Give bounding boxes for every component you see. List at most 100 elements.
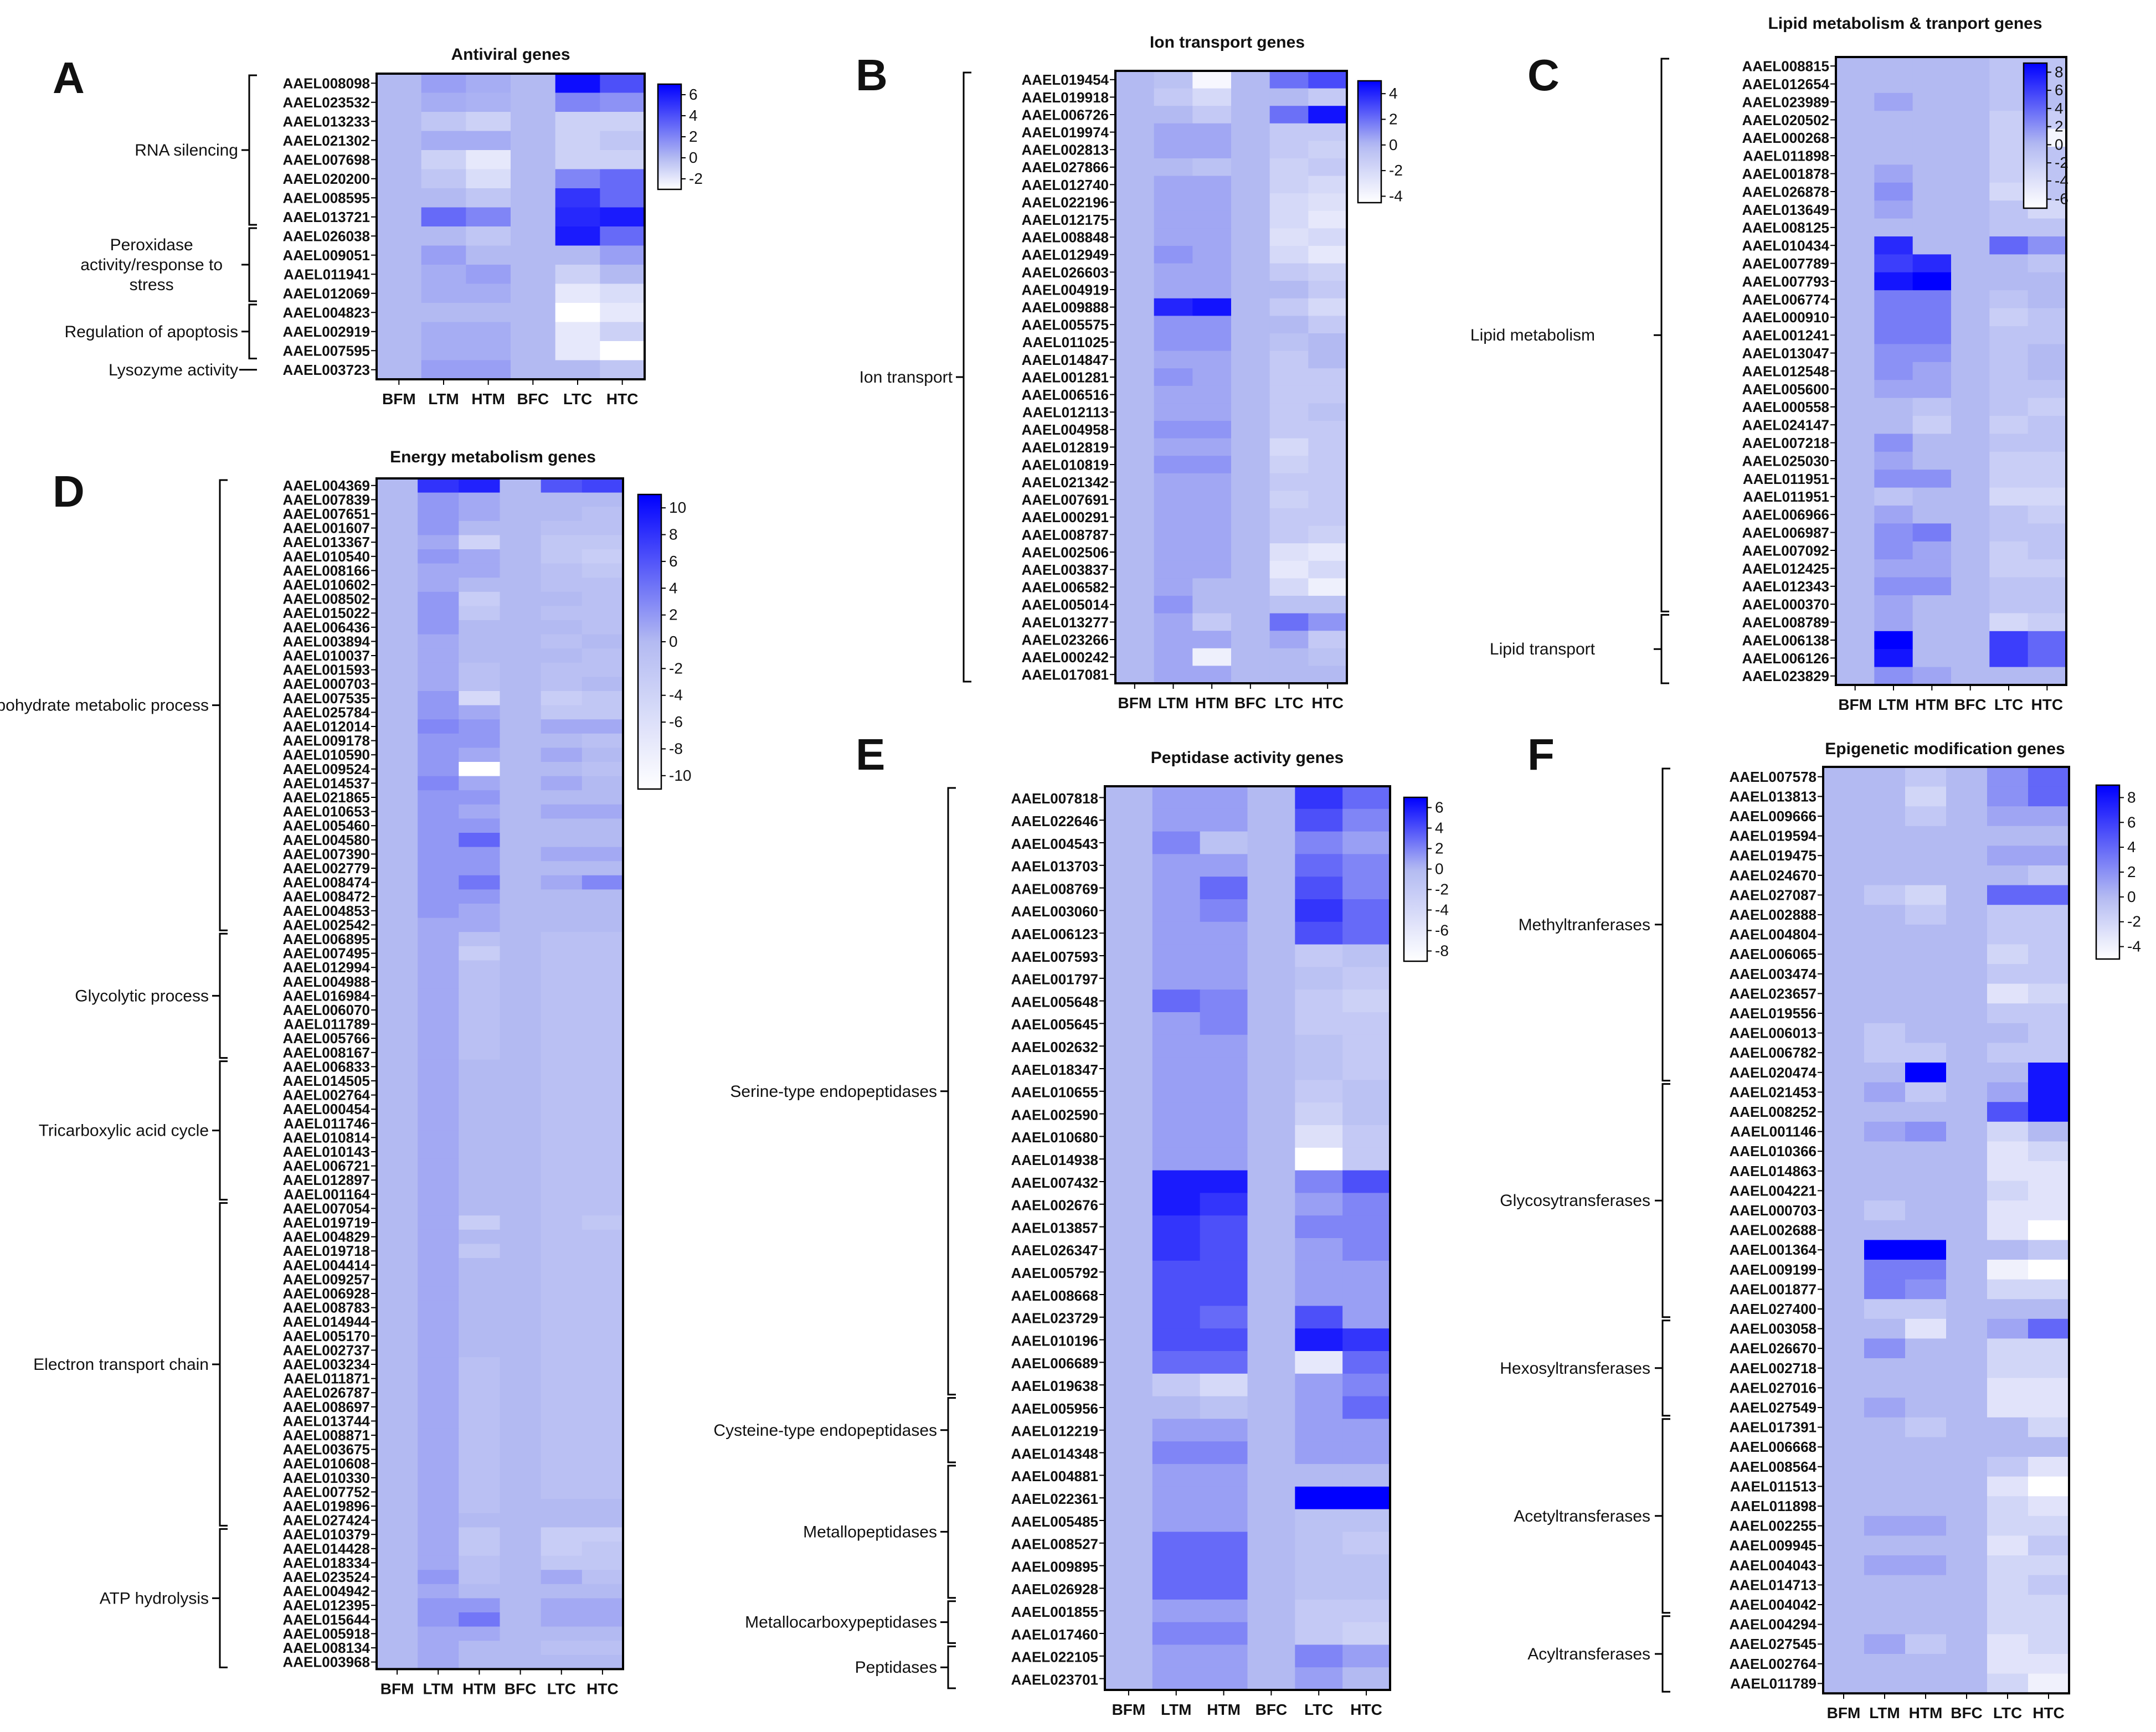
gene-label: AAEL007432 xyxy=(1011,1174,1098,1191)
gene-label: AAEL007390 xyxy=(282,846,370,862)
heatmap-cell xyxy=(1823,1673,1865,1694)
heatmap-cell xyxy=(1823,1634,1865,1654)
heatmap-cell xyxy=(459,1286,501,1301)
heatmap-cell xyxy=(1152,1419,1201,1442)
heatmap-cell xyxy=(1864,1043,1906,1063)
heatmap-cell xyxy=(1308,596,1347,614)
heatmap-cell xyxy=(541,1570,583,1585)
heatmap-cell xyxy=(1874,667,1913,685)
heatmap-cell xyxy=(1115,123,1155,141)
heatmap-cell xyxy=(541,1102,583,1117)
heatmap-cell xyxy=(1200,1509,1248,1532)
heatmap-cell xyxy=(377,322,422,342)
heatmap-cell xyxy=(1912,595,1952,614)
heatmap-cell xyxy=(1200,899,1248,922)
group-bracket xyxy=(1655,767,1670,1082)
column-label: LTC xyxy=(1994,696,2023,713)
gene-label: AAEL008668 xyxy=(1011,1287,1098,1304)
heatmap-cell xyxy=(418,1173,459,1188)
heatmap-cell xyxy=(1864,1161,1906,1182)
heatmap-cell xyxy=(541,1513,583,1528)
heatmap-cell xyxy=(2028,1457,2070,1477)
heatmap-cell xyxy=(1836,147,1875,165)
heatmap-cell xyxy=(459,1484,501,1499)
gene-label: AAEL012994 xyxy=(282,959,370,976)
heatmap-cell xyxy=(466,112,511,132)
group-label: Peroxidase activity/response to stress xyxy=(80,236,223,294)
heatmap-cell xyxy=(377,150,422,170)
heatmap-cell xyxy=(1987,1595,2029,1615)
column-label: BFM xyxy=(1118,694,1152,712)
heatmap-cell xyxy=(377,1542,418,1556)
heatmap-cell xyxy=(1308,228,1347,246)
heatmap-cell xyxy=(1989,92,2029,111)
heatmap-cell xyxy=(377,1229,418,1244)
heatmap-cell xyxy=(418,833,459,848)
heatmap-cell xyxy=(1912,75,1952,94)
heatmap-cell xyxy=(377,960,418,975)
heatmap-cell xyxy=(1342,1532,1391,1555)
heatmap-cell xyxy=(459,1102,501,1117)
heatmap-cell xyxy=(1864,885,1906,905)
heatmap-cell xyxy=(459,1116,501,1131)
gene-label: AAEL026603 xyxy=(1021,264,1109,281)
heatmap-cell xyxy=(1946,1299,1988,1319)
heatmap-cell xyxy=(1192,508,1232,527)
heatmap-cell xyxy=(377,1059,418,1074)
heatmap-cell xyxy=(1105,1238,1153,1261)
heatmap-cell xyxy=(1192,596,1232,614)
heatmap-cell xyxy=(1152,1328,1201,1352)
heatmap-cell xyxy=(1154,578,1193,596)
heatmap-cell xyxy=(1105,1464,1153,1487)
heatmap-cell xyxy=(418,762,459,777)
heatmap-cell xyxy=(2028,290,2067,309)
gene-label: AAEL004823 xyxy=(282,305,370,321)
heatmap-cell xyxy=(1154,508,1193,527)
heatmap-cell xyxy=(1823,1654,1865,1674)
heatmap-cell xyxy=(377,169,422,189)
heatmap-cell xyxy=(1247,1554,1295,1578)
heatmap-cell xyxy=(1231,350,1270,369)
gene-label: AAEL006928 xyxy=(282,1285,370,1302)
heatmap-cell xyxy=(1987,1141,2029,1162)
heatmap-cell xyxy=(2028,1595,2070,1615)
heatmap-cell xyxy=(1987,865,2029,886)
heatmap-cell xyxy=(1874,92,1913,111)
heatmap-cell xyxy=(541,1584,583,1599)
heatmap-cell xyxy=(459,1612,501,1627)
heatmap-cell xyxy=(1192,246,1232,264)
heatmap-cell xyxy=(1987,1082,2029,1102)
colorbar-tick-label: 2 xyxy=(2055,118,2064,135)
heatmap-cell xyxy=(1152,1057,1201,1080)
heatmap-cell xyxy=(1231,543,1270,561)
heatmap-cell xyxy=(1836,272,1875,291)
heatmap-cell xyxy=(459,1456,501,1471)
heatmap-cell xyxy=(1874,541,1913,560)
heatmap-cell xyxy=(1231,491,1270,509)
heatmap-cell xyxy=(377,1570,418,1585)
heatmap-cell xyxy=(1115,666,1155,684)
heatmap-cell xyxy=(418,1400,459,1415)
gene-label: AAEL027087 xyxy=(1729,886,1817,903)
heatmap-cell xyxy=(421,265,466,285)
heatmap-cell xyxy=(541,861,583,876)
heatmap-cell xyxy=(466,226,511,246)
heatmap-cell xyxy=(1864,1634,1906,1654)
gene-label: AAEL013277 xyxy=(1021,614,1109,631)
heatmap-cell xyxy=(1247,1599,1295,1623)
heatmap-cell xyxy=(1192,543,1232,561)
heatmap-cell xyxy=(1951,92,1990,111)
heatmap-cell xyxy=(1115,316,1155,334)
heatmap-cell xyxy=(1951,613,1990,632)
heatmap-cell xyxy=(418,492,459,507)
heatmap-cell xyxy=(377,549,418,564)
gene-label: AAEL009524 xyxy=(282,761,370,777)
column-label: HTM xyxy=(1207,1701,1241,1718)
heatmap-cell xyxy=(459,1414,501,1429)
heatmap-cell xyxy=(1247,1260,1295,1284)
heatmap-cell xyxy=(1308,666,1347,684)
heatmap-cell xyxy=(541,1456,583,1471)
heatmap-cell xyxy=(2028,1338,2070,1359)
gene-label: AAEL023729 xyxy=(1011,1310,1098,1327)
heatmap-cell xyxy=(600,245,645,265)
